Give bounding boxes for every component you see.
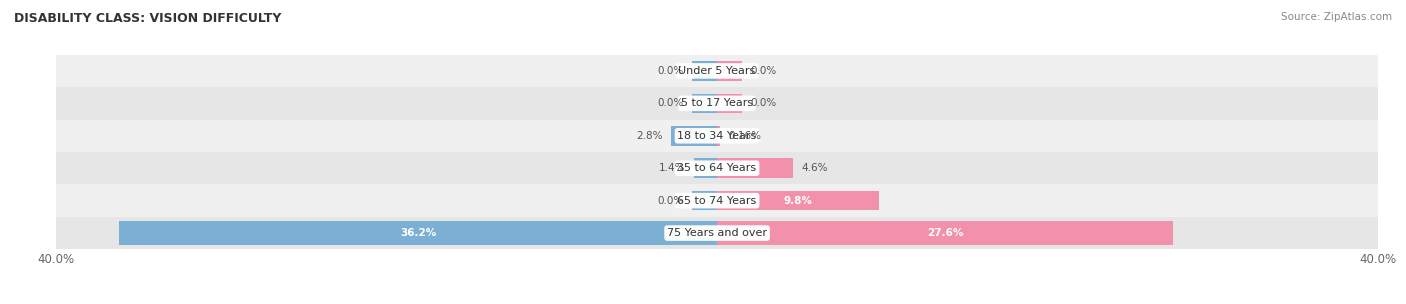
Text: 65 to 74 Years: 65 to 74 Years xyxy=(678,196,756,206)
Bar xyxy=(56,185,1378,217)
Bar xyxy=(717,94,742,113)
Text: 4.6%: 4.6% xyxy=(801,163,828,173)
Text: 0.0%: 0.0% xyxy=(751,98,776,108)
Bar xyxy=(671,126,717,146)
Bar xyxy=(717,158,793,178)
Bar xyxy=(717,61,742,81)
Bar xyxy=(717,191,879,210)
Text: 5 to 17 Years: 5 to 17 Years xyxy=(681,98,754,108)
Bar xyxy=(56,119,1378,152)
Text: 1.4%: 1.4% xyxy=(659,163,686,173)
Bar xyxy=(695,158,717,178)
Text: Source: ZipAtlas.com: Source: ZipAtlas.com xyxy=(1281,12,1392,22)
Bar xyxy=(56,152,1378,185)
Text: 0.0%: 0.0% xyxy=(751,66,776,76)
Bar xyxy=(692,94,717,113)
Bar xyxy=(692,191,717,210)
Text: 0.16%: 0.16% xyxy=(728,131,761,141)
Text: 36.2%: 36.2% xyxy=(399,228,436,238)
Text: 0.0%: 0.0% xyxy=(658,66,685,76)
Bar xyxy=(692,61,717,81)
Text: 0.0%: 0.0% xyxy=(658,98,685,108)
Bar xyxy=(56,55,1378,87)
Bar xyxy=(717,126,720,146)
Bar xyxy=(717,221,1173,245)
Legend: Male, Female: Male, Female xyxy=(657,303,778,304)
Text: 35 to 64 Years: 35 to 64 Years xyxy=(678,163,756,173)
Text: 18 to 34 Years: 18 to 34 Years xyxy=(678,131,756,141)
Text: Under 5 Years: Under 5 Years xyxy=(679,66,755,76)
Text: DISABILITY CLASS: VISION DIFFICULTY: DISABILITY CLASS: VISION DIFFICULTY xyxy=(14,12,281,25)
Text: 9.8%: 9.8% xyxy=(783,196,813,206)
Text: 75 Years and over: 75 Years and over xyxy=(666,228,768,238)
Bar xyxy=(56,87,1378,119)
Bar xyxy=(56,217,1378,249)
Bar xyxy=(120,221,717,245)
Text: 2.8%: 2.8% xyxy=(636,131,662,141)
Text: 27.6%: 27.6% xyxy=(927,228,963,238)
Text: 0.0%: 0.0% xyxy=(658,196,685,206)
